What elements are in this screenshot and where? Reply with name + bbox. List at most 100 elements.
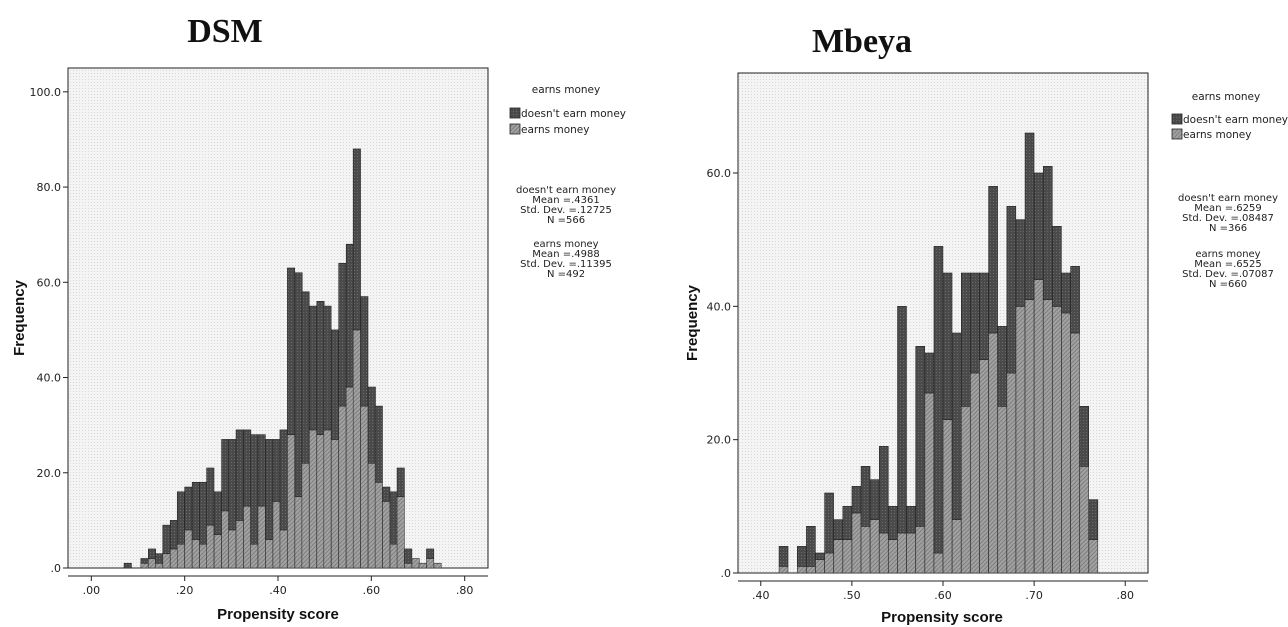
x-tick-label: .60 — [934, 589, 952, 602]
bar-doesnt-earn-money — [1043, 166, 1053, 300]
bar-doesnt-earn-money — [970, 272, 980, 374]
bar-doesnt-earn-money — [191, 481, 200, 540]
bar-doesnt-earn-money — [1006, 206, 1017, 374]
bar-earns-money — [140, 562, 149, 569]
bar-earns-money — [374, 481, 383, 569]
x-tick-label: .40 — [269, 584, 287, 597]
bar-earns-money — [778, 566, 789, 574]
stat-n: N =366 — [1209, 223, 1247, 234]
bar-doesnt-earn-money — [330, 329, 339, 440]
bar-doesnt-earn-money — [1070, 266, 1080, 334]
chart-2: Mbeya .0 20.0 40.0 60.0 .40 .50 .60 .70 .80 Propen… — [684, 23, 1288, 626]
legend-label: earns money — [521, 124, 589, 136]
bar-earns-money — [338, 405, 347, 569]
legend-swatch — [509, 107, 521, 119]
bar-doesnt-earn-money — [265, 439, 274, 540]
bar-earns-money — [235, 520, 244, 569]
y-tick-label: 20.0 — [707, 434, 732, 447]
bar-earns-money — [206, 524, 215, 569]
bar-earns-money — [806, 566, 816, 574]
bar-earns-money — [1079, 466, 1089, 574]
bar-doesnt-earn-money — [309, 305, 317, 431]
bar-doesnt-earn-money — [951, 332, 962, 520]
bar-earns-money — [162, 553, 171, 569]
bar-earns-money — [815, 559, 825, 574]
legend-label: doesn't earn money — [521, 108, 626, 120]
bar-earns-money — [997, 406, 1007, 574]
bar-earns-money — [433, 562, 442, 569]
legend-swatch — [509, 123, 521, 135]
stat-sd: Std. Dev. =.07087 — [1182, 269, 1274, 280]
stat-mean: Mean =.6259 — [1194, 203, 1261, 214]
x-tick-label: .60 — [363, 584, 381, 597]
bar-earns-money — [879, 532, 889, 574]
bar-earns-money — [191, 539, 200, 569]
bar-earns-money — [169, 548, 178, 569]
bar-doesnt-earn-money — [257, 434, 266, 507]
bar-doesnt-earn-money — [942, 272, 953, 420]
bar-doesnt-earn-money — [140, 558, 149, 564]
bar-doesnt-earn-money — [860, 466, 871, 527]
x-tick-label: .80 — [1116, 589, 1134, 602]
bar-doesnt-earn-money — [162, 524, 171, 555]
bar-doesnt-earn-money — [1015, 219, 1026, 307]
bar-doesnt-earn-money — [1052, 226, 1062, 307]
bar-earns-money — [404, 562, 413, 569]
y-tick-label: 20.0 — [37, 467, 62, 480]
x-tick-label: .50 — [843, 589, 861, 602]
legend-label: doesn't earn money — [1183, 114, 1288, 126]
bar-doesnt-earn-money — [778, 546, 789, 567]
bar-earns-money — [797, 566, 807, 574]
stat-mean: Mean =.6525 — [1194, 259, 1261, 270]
bar-earns-money — [1061, 312, 1071, 574]
bar-doesnt-earn-money — [272, 439, 281, 502]
bar-earns-money — [352, 329, 361, 569]
bar-earns-money — [287, 434, 296, 569]
y-tick-label: 60.0 — [707, 167, 732, 180]
bar-earns-money — [330, 439, 339, 569]
chart-1: DSM .0 20.0 40.0 60.0 80.0 100.0 .00 .20 .40 .60 .8… — [11, 13, 626, 623]
bar-doesnt-earn-money — [169, 520, 178, 550]
bar-doesnt-earn-money — [797, 546, 807, 567]
x-tick-label: .40 — [752, 589, 770, 602]
bar-earns-money — [199, 543, 208, 569]
bar-doesnt-earn-money — [806, 526, 816, 567]
bar-earns-money — [309, 429, 317, 569]
stat-mean: Mean =.4361 — [532, 195, 599, 206]
bar-earns-money — [924, 392, 935, 574]
bar-earns-money — [155, 562, 163, 569]
bar-doesnt-earn-money — [396, 467, 405, 497]
bar-earns-money — [426, 558, 435, 569]
chart-title: Mbeya — [812, 23, 912, 60]
bar-earns-money — [257, 505, 266, 569]
bar-doesnt-earn-money — [1033, 172, 1044, 280]
stat-group: earns money — [533, 239, 598, 250]
bar-doesnt-earn-money — [374, 405, 383, 483]
y-tick-label: .0 — [721, 567, 732, 580]
bar-earns-money — [265, 539, 274, 569]
bar-doesnt-earn-money — [345, 243, 354, 388]
bar-doesnt-earn-money — [148, 548, 156, 559]
bar-doesnt-earn-money — [213, 491, 222, 535]
bar-earns-money — [228, 529, 237, 569]
bar-doesnt-earn-money — [123, 562, 132, 569]
bar-earns-money — [294, 496, 303, 569]
bar-doesnt-earn-money — [389, 491, 398, 545]
bar-earns-money — [382, 501, 391, 569]
bar-earns-money — [1006, 372, 1017, 574]
bar-earns-money — [411, 558, 420, 569]
y-tick-label: .0 — [51, 562, 62, 575]
bar-earns-money — [951, 519, 962, 574]
bar-doesnt-earn-money — [988, 186, 998, 334]
bar-earns-money — [176, 543, 185, 569]
x-tick-label: .70 — [1025, 589, 1043, 602]
bar-earns-money — [221, 510, 230, 569]
chart-title: DSM — [187, 13, 263, 50]
bar-earns-money — [250, 543, 259, 569]
bar-earns-money — [1052, 306, 1062, 574]
x-axis-title: Propensity score — [881, 609, 1003, 626]
bar-earns-money — [316, 434, 325, 569]
bar-earns-money — [1024, 299, 1035, 574]
